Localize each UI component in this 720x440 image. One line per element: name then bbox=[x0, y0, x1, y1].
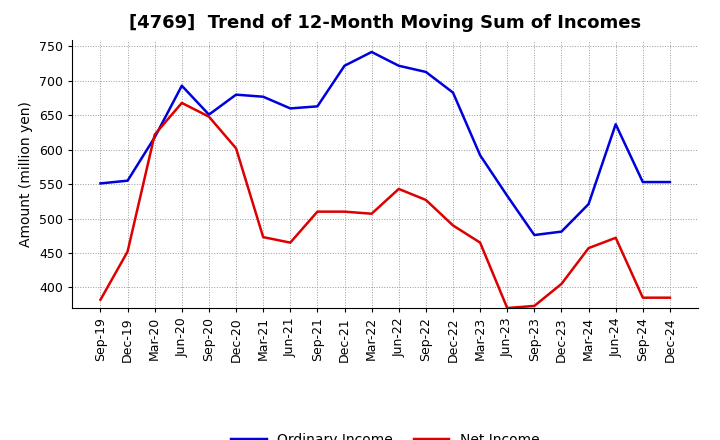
Net Income bbox=[665, 295, 674, 301]
Net Income bbox=[286, 240, 294, 245]
Net Income bbox=[584, 246, 593, 251]
Net Income bbox=[449, 223, 457, 228]
Net Income bbox=[530, 303, 539, 308]
Ordinary Income bbox=[584, 202, 593, 207]
Ordinary Income bbox=[530, 232, 539, 238]
Title: [4769]  Trend of 12-Month Moving Sum of Incomes: [4769] Trend of 12-Month Moving Sum of I… bbox=[129, 15, 642, 33]
Net Income bbox=[96, 297, 105, 302]
Ordinary Income bbox=[204, 112, 213, 117]
Net Income bbox=[611, 235, 620, 240]
Net Income bbox=[123, 249, 132, 254]
Ordinary Income bbox=[259, 94, 268, 99]
Ordinary Income bbox=[232, 92, 240, 97]
Net Income bbox=[421, 197, 430, 202]
Line: Net Income: Net Income bbox=[101, 103, 670, 308]
Legend: Ordinary Income, Net Income: Ordinary Income, Net Income bbox=[225, 428, 545, 440]
Net Income bbox=[259, 235, 268, 240]
Ordinary Income bbox=[341, 63, 349, 68]
Net Income bbox=[367, 211, 376, 216]
Net Income bbox=[639, 295, 647, 301]
Y-axis label: Amount (million yen): Amount (million yen) bbox=[19, 101, 33, 247]
Ordinary Income bbox=[395, 63, 403, 68]
Ordinary Income bbox=[150, 135, 159, 140]
Net Income bbox=[150, 132, 159, 137]
Ordinary Income bbox=[611, 121, 620, 127]
Ordinary Income bbox=[449, 90, 457, 95]
Net Income bbox=[313, 209, 322, 214]
Ordinary Income bbox=[639, 180, 647, 185]
Ordinary Income bbox=[96, 181, 105, 186]
Net Income bbox=[395, 186, 403, 191]
Ordinary Income bbox=[503, 193, 511, 198]
Net Income bbox=[232, 146, 240, 151]
Net Income bbox=[178, 100, 186, 106]
Ordinary Income bbox=[367, 49, 376, 55]
Line: Ordinary Income: Ordinary Income bbox=[101, 52, 670, 235]
Ordinary Income bbox=[313, 104, 322, 109]
Net Income bbox=[204, 114, 213, 119]
Ordinary Income bbox=[665, 180, 674, 185]
Ordinary Income bbox=[421, 70, 430, 75]
Net Income bbox=[476, 240, 485, 245]
Net Income bbox=[341, 209, 349, 214]
Net Income bbox=[557, 281, 566, 286]
Net Income bbox=[503, 305, 511, 311]
Ordinary Income bbox=[476, 153, 485, 158]
Ordinary Income bbox=[178, 83, 186, 88]
Ordinary Income bbox=[123, 178, 132, 183]
Ordinary Income bbox=[557, 229, 566, 234]
Ordinary Income bbox=[286, 106, 294, 111]
